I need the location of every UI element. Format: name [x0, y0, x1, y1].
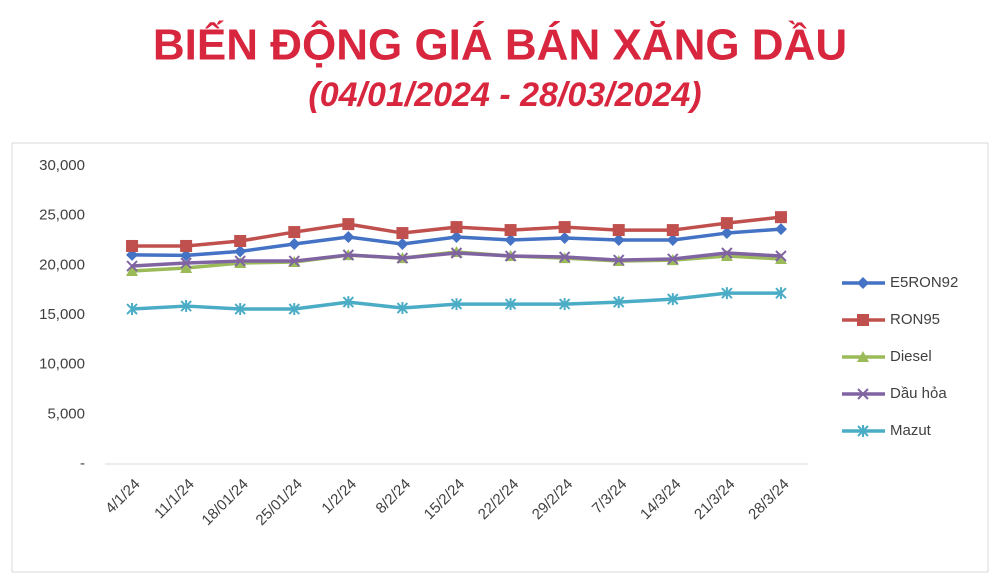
marker: [342, 231, 355, 244]
marker: [612, 224, 625, 237]
y-tick-label: 25,000: [39, 207, 85, 224]
marker: [667, 293, 679, 306]
marker: [857, 351, 869, 362]
marker: [504, 234, 517, 247]
marker: [396, 302, 409, 315]
marker: [234, 303, 246, 316]
series: [126, 211, 787, 252]
marker: [450, 221, 463, 234]
legend-label: RON95: [890, 311, 940, 328]
marker: [288, 255, 300, 267]
marker: [558, 298, 571, 311]
y-tick-label: 15,000: [39, 306, 85, 323]
series: [126, 247, 787, 272]
marker: [504, 224, 517, 237]
marker: [396, 237, 409, 250]
marker: [126, 303, 138, 316]
y-tick-label: -: [80, 455, 85, 472]
marker: [720, 249, 733, 261]
marker: [721, 247, 733, 259]
marker: [180, 262, 193, 274]
marker: [342, 249, 355, 261]
marker: [558, 221, 571, 234]
marker: [720, 227, 733, 240]
chart-frame: [11, 142, 989, 573]
marker: [857, 388, 869, 400]
y-tick-label: 20,000: [39, 256, 85, 273]
marker: [396, 227, 409, 240]
marker: [180, 239, 193, 252]
marker: [126, 260, 138, 272]
marker: [721, 287, 733, 300]
marker: [720, 217, 733, 230]
marker: [558, 251, 571, 263]
marker: [612, 234, 625, 247]
marker: [288, 226, 301, 239]
marker: [667, 253, 679, 265]
chart-subtitle: (04/01/2024 - 28/03/2024): [308, 76, 701, 114]
marker: [126, 264, 139, 276]
legend-label: Diesel: [890, 348, 932, 365]
marker: [774, 252, 787, 264]
marker: [342, 218, 355, 231]
y-tick-label: 30,000: [39, 157, 85, 174]
marker: [666, 234, 679, 247]
marker: [288, 303, 300, 316]
marker: [180, 257, 192, 269]
marker: [504, 250, 517, 262]
marker: [234, 255, 246, 267]
series: [126, 223, 787, 262]
marker: [396, 252, 409, 264]
chart-title: BIẾN ĐỘNG GIÁ BÁN XĂNG DẦU: [153, 19, 847, 70]
marker: [857, 277, 869, 289]
marker: [234, 234, 247, 247]
legend-label: Dầu hỏa: [890, 385, 947, 402]
marker: [450, 298, 463, 311]
marker: [774, 223, 787, 236]
marker: [613, 296, 625, 309]
legend-label: E5RON92: [890, 274, 958, 291]
marker: [450, 247, 463, 259]
legend-label: Mazut: [890, 422, 932, 439]
marker: [504, 298, 517, 311]
marker: [857, 314, 869, 326]
series: [126, 287, 787, 316]
marker: [775, 250, 787, 262]
marker: [613, 254, 625, 266]
marker: [558, 232, 571, 245]
marker: [288, 237, 301, 250]
marker: [342, 296, 355, 309]
marker: [666, 224, 679, 237]
marker: [180, 249, 193, 262]
marker: [234, 245, 247, 258]
marker: [775, 287, 787, 300]
y-tick-label: 10,000: [39, 356, 85, 373]
marker: [774, 211, 787, 224]
y-tick-label: 5,000: [47, 405, 85, 422]
marker: [180, 300, 192, 313]
marker: [857, 425, 869, 437]
marker: [450, 231, 463, 244]
marker: [126, 239, 139, 252]
